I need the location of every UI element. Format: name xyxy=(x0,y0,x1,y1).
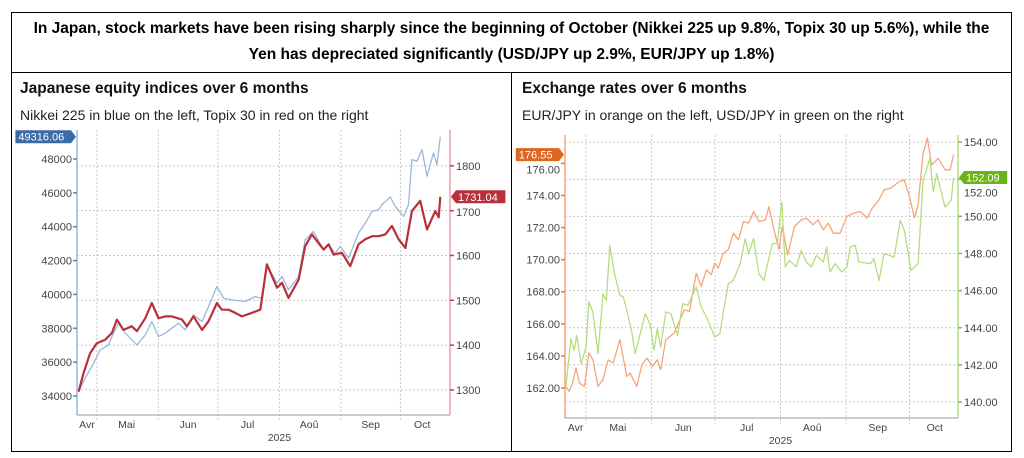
right-axis-tick-label: 142.00 xyxy=(964,360,998,372)
left-axis-tick-label: 38000 xyxy=(41,323,72,335)
x-axis-month-label: Jul xyxy=(740,422,753,434)
last-value-tag xyxy=(451,190,506,204)
last-value-label: 176.55 xyxy=(519,150,553,162)
fx-chart-subtitle: EUR/JPY in orange on the left, USD/JPY i… xyxy=(522,107,904,123)
x-axis-year-label: 2025 xyxy=(769,435,793,447)
right-axis-tick-label: 1700 xyxy=(456,207,480,219)
headline: In Japan, stock markets have been rising… xyxy=(11,12,1012,73)
right-axis-tick-label: 154.00 xyxy=(964,137,998,149)
fx-chart-title: Exchange rates over 6 months xyxy=(522,80,747,97)
left-axis-tick-label: 170.00 xyxy=(526,255,560,267)
x-axis-month-label: Avr xyxy=(568,422,584,434)
left-axis-tick-label: 166.00 xyxy=(526,319,560,331)
left-axis-tick-label: 46000 xyxy=(41,188,72,200)
left-axis-tick-label: 168.00 xyxy=(526,287,560,299)
left-axis-tick-label: 44000 xyxy=(41,222,72,234)
left-axis-tick-label: 174.00 xyxy=(526,190,560,202)
left-axis-tick-label: 42000 xyxy=(41,256,72,268)
last-value-label: 49316.06 xyxy=(18,132,64,144)
last-value-label: 1731.04 xyxy=(458,192,498,204)
right-axis-tick-label: 1400 xyxy=(456,340,480,352)
panel-divider xyxy=(511,72,512,452)
last-value-tag xyxy=(15,130,76,144)
x-axis-month-label: Avr xyxy=(79,419,95,431)
x-axis-year-label: 2025 xyxy=(268,432,292,444)
left-axis-tick-label: 34000 xyxy=(41,391,72,403)
last-value-tag xyxy=(959,171,1008,185)
left-axis-tick-label: 162.00 xyxy=(526,383,560,395)
left-axis-tick-label: 48000 xyxy=(41,154,72,166)
right-axis-tick-label: 150.00 xyxy=(964,211,998,223)
x-axis-month-label: Aoû xyxy=(300,419,319,431)
left-axis-tick-label: 176.00 xyxy=(526,165,560,177)
x-axis-month-label: Sep xyxy=(868,422,887,434)
last-value-label: 152.09 xyxy=(966,173,1000,185)
right-axis-tick-label: 140.00 xyxy=(964,397,998,409)
left-axis-tick-label: 40000 xyxy=(41,289,72,301)
last-value-tag xyxy=(515,148,564,162)
right-axis-tick-label: 148.00 xyxy=(964,248,998,260)
equity-chart-subtitle: Nikkei 225 in blue on the left, Topix 30… xyxy=(20,107,369,123)
x-axis-month-label: Oct xyxy=(927,422,943,434)
right-axis-tick-label: 1800 xyxy=(456,161,480,173)
right-axis-tick-label: 1300 xyxy=(456,385,480,397)
series-line-usd-jpy xyxy=(565,157,955,388)
x-axis-month-label: Jun xyxy=(180,419,197,431)
right-axis-tick-label: 1600 xyxy=(456,250,480,262)
x-axis-month-label: Sep xyxy=(361,419,380,431)
series-line-eur-jpy xyxy=(565,137,955,393)
x-axis-month-label: Jun xyxy=(675,422,692,434)
equity-chart-title: Japanese equity indices over 6 months xyxy=(20,80,309,97)
series-line-topix-30 xyxy=(77,196,442,392)
x-axis-month-label: Aoû xyxy=(803,422,822,434)
x-axis-month-label: Mai xyxy=(118,419,135,431)
left-axis-tick-label: 164.00 xyxy=(526,351,560,363)
x-axis-month-label: Mai xyxy=(609,422,626,434)
right-axis-tick-label: 146.00 xyxy=(964,286,998,298)
right-axis-tick-label: 144.00 xyxy=(964,323,998,335)
series-line-nikkei-225 xyxy=(78,136,441,392)
right-axis-tick-label: 152.00 xyxy=(964,188,998,200)
x-axis-month-label: Oct xyxy=(414,419,430,431)
right-axis-tick-label: 1500 xyxy=(456,295,480,307)
left-axis-tick-label: 172.00 xyxy=(526,223,560,235)
x-axis-month-label: Jul xyxy=(241,419,254,431)
left-axis-tick-label: 36000 xyxy=(41,357,72,369)
